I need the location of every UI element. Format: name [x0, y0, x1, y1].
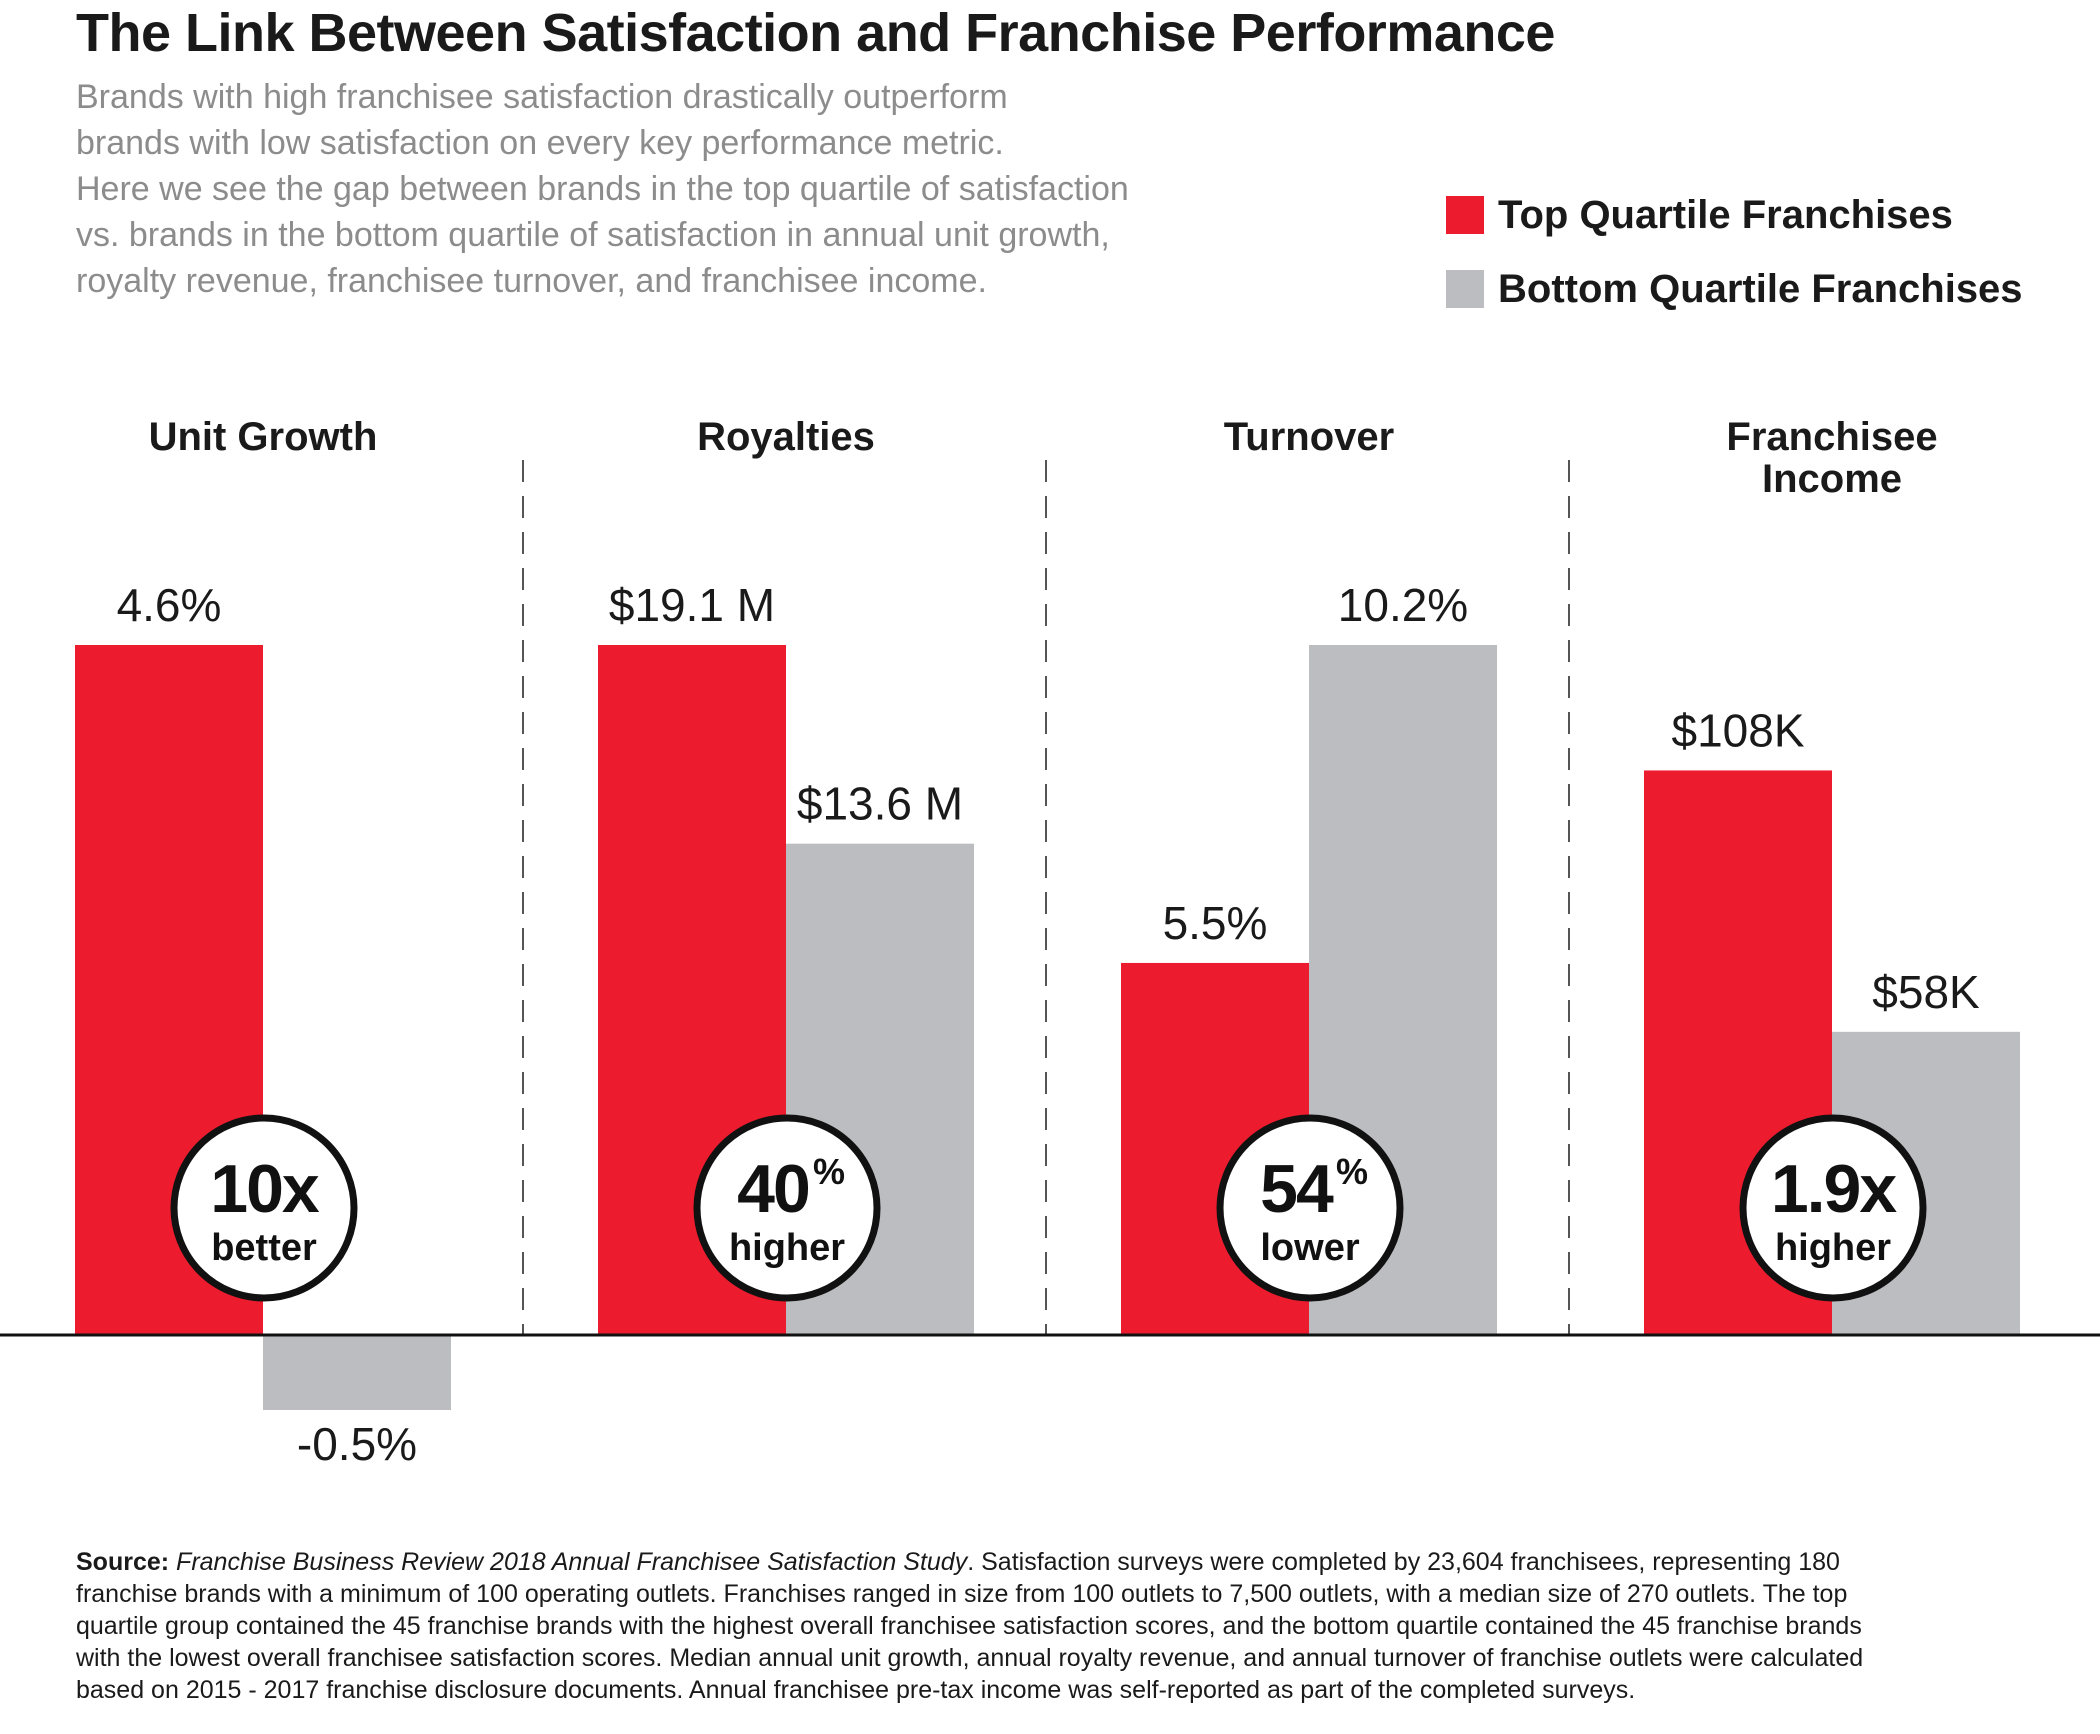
- data-label: 10.2%: [1338, 579, 1468, 631]
- data-label: $13.6 M: [797, 778, 963, 830]
- legend-swatch-bottom: [1446, 270, 1484, 308]
- legend: Top Quartile Franchises Bottom Quartile …: [1446, 178, 2023, 326]
- data-label: 4.6%: [117, 579, 222, 631]
- badge-caption: higher: [729, 1227, 845, 1269]
- source-line-1-rest: . Satisfaction surveys were completed by…: [967, 1548, 1840, 1576]
- badge-superscript: %: [813, 1151, 845, 1192]
- legend-item-bottom: Bottom Quartile Franchises: [1446, 252, 2023, 326]
- source-label: Source:: [76, 1548, 170, 1576]
- legend-swatch-top: [1446, 196, 1484, 234]
- subtitle-line: Brands with high franchisee satisfaction…: [76, 78, 1008, 116]
- data-label: $58K: [1872, 966, 1980, 1018]
- panel-title: Income: [1762, 457, 1902, 501]
- panel-title: Unit Growth: [149, 415, 378, 459]
- panel-title: Royalties: [697, 415, 875, 459]
- badge-value: 10x: [210, 1151, 320, 1227]
- subtitle-line: brands with low satisfaction on every ke…: [76, 124, 1004, 162]
- badge-value: 40: [737, 1151, 809, 1227]
- source-study: Franchise Business Review 2018 Annual Fr…: [176, 1548, 968, 1576]
- badge-value: 1.9x: [1771, 1151, 1898, 1227]
- chart-subtitle: Brands with high franchisee satisfaction…: [76, 74, 1316, 304]
- badge-value: 54: [1260, 1151, 1334, 1227]
- chart-title: The Link Between Satisfaction and Franch…: [76, 3, 1555, 63]
- panel-title: Turnover: [1224, 415, 1394, 459]
- source-line-4: with the lowest overall franchisee satis…: [76, 1644, 1864, 1672]
- legend-item-top: Top Quartile Franchises: [1446, 178, 2023, 252]
- legend-label-top: Top Quartile Franchises: [1498, 192, 1953, 237]
- data-label: 5.5%: [1163, 897, 1268, 949]
- badge-circle: [1216, 1114, 1404, 1302]
- source-line-2: franchise brands with a minimum of 100 o…: [76, 1580, 1848, 1608]
- source-note: Source: Franchise Business Review 2018 A…: [76, 1546, 2026, 1706]
- badge-circle: [170, 1114, 358, 1302]
- subtitle-line: royalty revenue, franchisee turnover, an…: [76, 262, 987, 300]
- source-line-3: quartile group contained the 45 franchis…: [76, 1612, 1862, 1640]
- badge-circle: [1739, 1114, 1927, 1302]
- badge-caption: lower: [1260, 1227, 1359, 1269]
- badge-caption: better: [211, 1227, 317, 1269]
- bar: [263, 1335, 451, 1410]
- badge-circle: [693, 1114, 881, 1302]
- panel-title: Franchisee: [1726, 415, 1937, 459]
- subtitle-line: Here we see the gap between brands in th…: [76, 170, 1129, 208]
- badge-superscript: %: [1336, 1151, 1368, 1192]
- badge-caption: higher: [1775, 1227, 1891, 1269]
- source-line-1: Source: Franchise Business Review 2018 A…: [76, 1546, 2026, 1578]
- data-label: $19.1 M: [609, 579, 775, 631]
- legend-label-bottom: Bottom Quartile Franchises: [1498, 266, 2023, 311]
- data-label: $108K: [1671, 704, 1804, 756]
- source-line-5: based on 2015 - 2017 franchise disclosur…: [76, 1676, 1636, 1704]
- data-label: -0.5%: [297, 1418, 417, 1470]
- subtitle-line: vs. brands in the bottom quartile of sat…: [76, 216, 1110, 254]
